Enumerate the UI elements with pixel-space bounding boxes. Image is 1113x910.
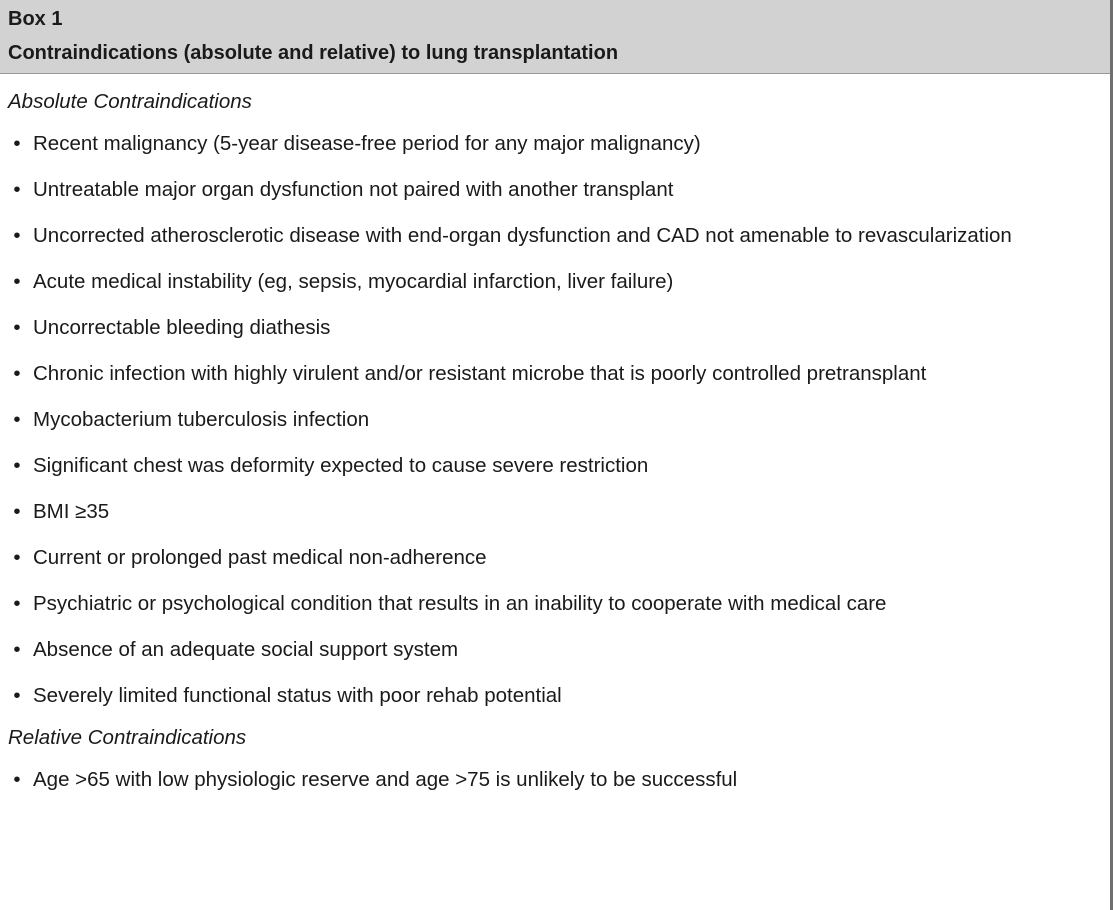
relative-contraindications-list: • Age >65 with low physiologic reserve an… bbox=[8, 766, 1090, 794]
list-item-text: Current or prolonged past medical non-ad… bbox=[33, 546, 487, 569]
list-item-text: Recent malignancy (5-year disease-free p… bbox=[33, 132, 701, 155]
bullet-icon: • bbox=[13, 178, 21, 201]
bullet-icon: • bbox=[13, 546, 21, 569]
list-item-text: Acute medical instability (eg, sepsis, m… bbox=[33, 270, 674, 293]
list-item-text: Significant chest was deformity expected… bbox=[33, 454, 649, 477]
list-item-text: Age >65 with low physiologic reserve and… bbox=[33, 768, 738, 791]
list-item-text: Severely limited functional status with … bbox=[33, 684, 562, 707]
bullet-icon: • bbox=[13, 270, 21, 293]
absolute-contraindications-heading: Absolute Contraindications bbox=[8, 90, 252, 113]
box-header: Box 1 Contraindications (absolute and re… bbox=[0, 0, 1110, 74]
bullet-icon: • bbox=[13, 592, 21, 615]
list-item: • Psychiatric or psychological condition … bbox=[8, 590, 1090, 618]
relative-contraindications-heading: Relative Contraindications bbox=[8, 726, 247, 749]
list-item: • BMI ≥35 bbox=[8, 498, 1090, 526]
list-item-text: Chronic infection with highly virulent a… bbox=[33, 362, 927, 385]
list-item: • Severely limited functional status with… bbox=[8, 682, 1090, 710]
list-item: • Uncorrectable bleeding diathesis bbox=[8, 314, 1090, 342]
bullet-icon: • bbox=[13, 500, 21, 523]
list-item-text: Untreatable major organ dysfunction not … bbox=[33, 178, 674, 201]
list-item-text: Absence of an adequate social support sy… bbox=[33, 638, 459, 661]
list-item: • Mycobacterium tuberculosis infection bbox=[8, 406, 1090, 434]
list-item: • Chronic infection with highly virulent … bbox=[8, 360, 1090, 388]
list-item-text: Uncorrectable bleeding diathesis bbox=[33, 316, 331, 339]
bullet-icon: • bbox=[13, 316, 21, 339]
bullet-icon: • bbox=[13, 408, 21, 431]
list-item: • Untreatable major organ dysfunction not… bbox=[8, 176, 1090, 204]
list-item: • Recent malignancy (5-year disease-free … bbox=[8, 130, 1090, 158]
bullet-icon: • bbox=[13, 224, 21, 247]
list-item: • Absence of an adequate social support s… bbox=[8, 636, 1090, 664]
absolute-contraindications-list: • Recent malignancy (5-year disease-free … bbox=[8, 130, 1090, 710]
list-item-text: BMI ≥35 bbox=[33, 500, 110, 523]
bullet-icon: • bbox=[13, 768, 21, 791]
bullet-icon: • bbox=[13, 454, 21, 477]
list-item: • Acute medical instability (eg, sepsis, … bbox=[8, 268, 1090, 296]
bullet-icon: • bbox=[13, 638, 21, 661]
list-item-text: Uncorrected atherosclerotic disease with… bbox=[33, 224, 1012, 247]
list-item-text: Mycobacterium tuberculosis infection bbox=[33, 408, 370, 431]
bullet-icon: • bbox=[13, 684, 21, 707]
box-body: Absolute Contraindications • Recent malig… bbox=[0, 74, 1110, 794]
bullet-icon: • bbox=[13, 362, 21, 385]
list-item-text: Psychiatric or psychological condition t… bbox=[33, 592, 887, 615]
box-title: Contraindications (absolute and relative… bbox=[8, 42, 619, 64]
bullet-icon: • bbox=[13, 132, 21, 155]
list-item: • Current or prolonged past medical non-a… bbox=[8, 544, 1090, 572]
list-item: • Uncorrected atherosclerotic disease wit… bbox=[8, 222, 1090, 250]
list-item: • Age >65 with low physiologic reserve an… bbox=[8, 766, 1090, 794]
list-item: • Significant chest was deformity expecte… bbox=[8, 452, 1090, 480]
box-label: Box 1 bbox=[8, 8, 63, 30]
